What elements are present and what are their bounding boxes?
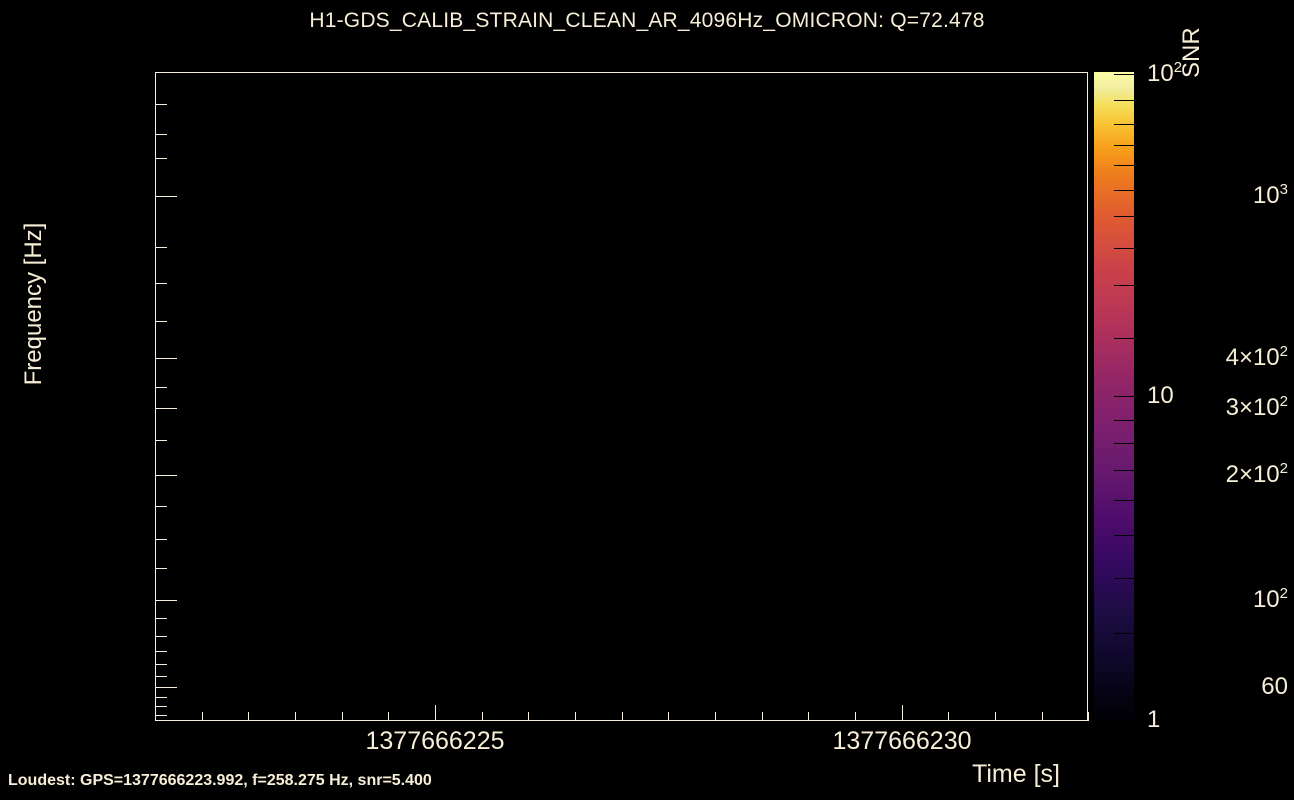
x-axis-minor-tick <box>715 712 716 721</box>
y-axis-minor-tick <box>155 321 167 322</box>
y-axis-minor-tick <box>155 568 167 569</box>
y-axis-tick-label: 2×102 <box>1225 460 1288 488</box>
x-axis-minor-tick <box>342 712 343 721</box>
x-axis-tick <box>902 705 903 721</box>
colorbar-minor-tick <box>1114 338 1134 339</box>
colorbar-tick <box>1114 74 1146 75</box>
y-axis-tick <box>155 196 177 197</box>
x-axis-tick <box>435 705 436 721</box>
y-axis-tick-label: 4×102 <box>1225 343 1288 371</box>
x-axis-minor-tick <box>295 712 296 721</box>
x-axis-minor-tick <box>995 712 996 721</box>
colorbar-minor-tick <box>1114 100 1134 101</box>
y-axis-minor-tick <box>155 664 167 665</box>
colorbar-minor-tick <box>1114 190 1134 191</box>
y-axis-minor-tick <box>155 706 167 707</box>
y-axis-minor-tick <box>155 506 167 507</box>
x-axis-minor-tick <box>528 712 529 721</box>
y-axis-tick-label: 103 <box>1252 181 1288 209</box>
colorbar-minor-tick <box>1114 124 1134 125</box>
colorbar-minor-tick <box>1114 145 1134 146</box>
y-axis-minor-tick <box>155 636 167 637</box>
loudest-event-caption: Loudest: GPS=1377666223.992, f=258.275 H… <box>8 772 432 789</box>
y-axis-minor-tick <box>155 283 167 284</box>
colorbar-tick <box>1114 720 1146 721</box>
x-axis-minor-tick <box>1042 712 1043 721</box>
colorbar-minor-tick <box>1114 248 1134 249</box>
colorbar-tick-label: 1 <box>1147 706 1161 733</box>
y-axis-minor-tick <box>155 715 167 716</box>
y-axis-minor-tick <box>155 387 167 388</box>
y-axis-tick <box>155 358 177 359</box>
colorbar-tick-label: 102 <box>1147 59 1183 87</box>
y-axis-minor-tick <box>155 676 167 677</box>
x-axis-tick-label: 1377666230 <box>832 727 972 755</box>
x-axis-minor-tick <box>202 712 203 721</box>
colorbar-minor-tick <box>1114 165 1134 166</box>
x-axis-minor-tick <box>575 712 576 721</box>
x-axis-minor-tick <box>1088 712 1089 721</box>
x-axis-title: Time [s] <box>972 760 1060 788</box>
colorbar-minor-tick <box>1114 216 1134 217</box>
y-axis-minor-tick <box>155 697 167 698</box>
colorbar-minor-tick <box>1114 578 1134 579</box>
y-axis-tick <box>155 687 177 688</box>
y-axis-minor-tick <box>155 539 167 540</box>
x-axis-minor-tick <box>855 712 856 721</box>
colorbar-minor-tick <box>1114 633 1134 634</box>
y-axis-tick <box>155 408 177 409</box>
colorbar-title: SNR <box>1178 27 1205 78</box>
colorbar-minor-tick <box>1114 420 1134 421</box>
y-axis-tick <box>155 600 177 601</box>
x-axis-minor-tick <box>668 712 669 721</box>
y-axis-minor-tick <box>155 440 167 441</box>
x-axis-minor-tick <box>388 712 389 721</box>
y-axis-tick-label: 3×102 <box>1225 393 1288 421</box>
x-axis-tick-label: 1377666225 <box>365 727 505 755</box>
colorbar-minor-tick <box>1114 285 1134 286</box>
y-axis-minor-tick <box>155 651 167 652</box>
colorbar-tick-label: 10 <box>1147 382 1174 409</box>
y-axis-tick <box>155 475 177 476</box>
y-axis-title: Frequency [Hz] <box>20 222 47 386</box>
y-axis-minor-tick <box>155 618 167 619</box>
x-axis-minor-tick <box>948 712 949 721</box>
colorbar-minor-tick <box>1114 535 1134 536</box>
x-axis-minor-tick <box>482 712 483 721</box>
y-axis-minor-tick <box>155 158 167 159</box>
y-axis-minor-tick <box>155 247 167 248</box>
x-axis-minor-tick <box>155 712 156 721</box>
y-axis-minor-tick <box>155 104 167 105</box>
y-axis-minor-tick <box>155 134 167 135</box>
colorbar-minor-tick <box>1114 500 1134 501</box>
y-axis-tick-label: 102 <box>1252 585 1288 613</box>
colorbar-minor-tick <box>1114 443 1134 444</box>
x-axis-minor-tick <box>762 712 763 721</box>
colorbar-minor-tick <box>1114 470 1134 471</box>
y-axis-tick-label: 60 <box>1261 673 1288 700</box>
x-axis-minor-tick <box>622 712 623 721</box>
spectrogram-canvas <box>156 73 1087 720</box>
page-title: H1-GDS_CALIB_STRAIN_CLEAN_AR_4096Hz_OMIC… <box>309 9 985 32</box>
x-axis-minor-tick <box>808 712 809 721</box>
colorbar-tick <box>1114 396 1146 397</box>
plot-area[interactable] <box>155 72 1088 721</box>
x-axis-minor-tick <box>248 712 249 721</box>
